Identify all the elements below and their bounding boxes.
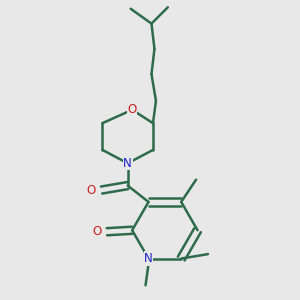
Text: N: N [144,252,153,265]
Text: O: O [92,225,101,238]
Text: N: N [123,157,132,170]
Text: O: O [86,184,96,196]
Text: O: O [128,103,137,116]
